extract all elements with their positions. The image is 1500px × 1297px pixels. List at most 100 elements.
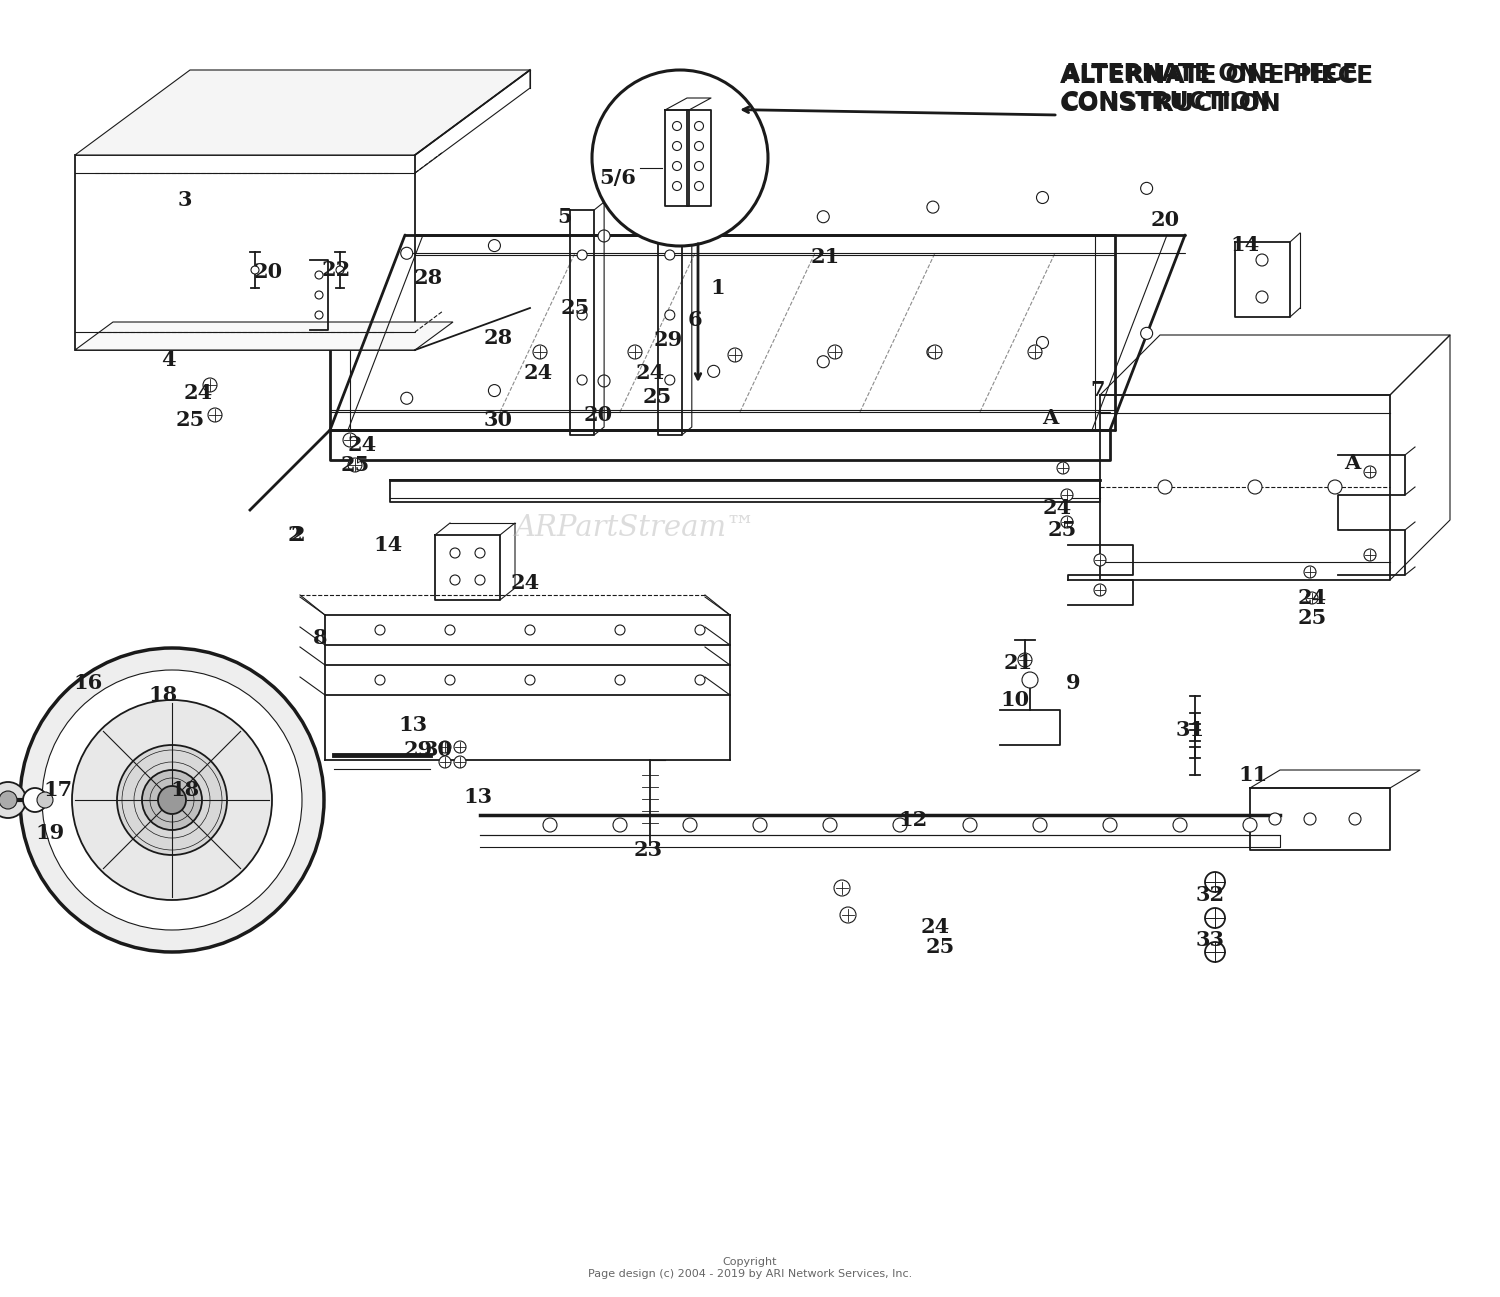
Circle shape <box>454 756 466 768</box>
Text: 23: 23 <box>633 840 663 860</box>
Circle shape <box>615 674 626 685</box>
Text: 20: 20 <box>1150 210 1179 230</box>
Polygon shape <box>75 70 530 156</box>
Circle shape <box>818 210 830 223</box>
Circle shape <box>446 674 454 685</box>
Circle shape <box>824 818 837 831</box>
Circle shape <box>476 575 484 585</box>
Circle shape <box>682 818 698 831</box>
Text: 21: 21 <box>810 246 840 267</box>
Circle shape <box>209 409 222 422</box>
Circle shape <box>450 549 460 558</box>
Circle shape <box>489 385 501 397</box>
Text: 25: 25 <box>176 410 204 431</box>
Text: 30: 30 <box>483 410 513 431</box>
Circle shape <box>38 792 52 808</box>
Text: 24: 24 <box>510 573 540 593</box>
Circle shape <box>315 311 322 319</box>
Circle shape <box>1036 336 1048 349</box>
Text: 28: 28 <box>414 268 442 288</box>
Circle shape <box>1348 813 1360 825</box>
Circle shape <box>708 366 720 377</box>
Circle shape <box>578 310 586 320</box>
Circle shape <box>1140 327 1152 340</box>
Circle shape <box>672 162 681 170</box>
Text: 12: 12 <box>898 811 927 830</box>
Circle shape <box>532 345 548 359</box>
Circle shape <box>592 70 768 246</box>
Text: ALTERNATE ONE PIECE
CONSTRUCTION: ALTERNATE ONE PIECE CONSTRUCTION <box>1060 64 1372 115</box>
Text: 25: 25 <box>1047 520 1077 540</box>
Circle shape <box>454 741 466 754</box>
Circle shape <box>1060 516 1072 528</box>
Circle shape <box>628 345 642 359</box>
Text: 13: 13 <box>464 787 492 807</box>
Circle shape <box>578 375 586 385</box>
Circle shape <box>489 240 501 252</box>
Circle shape <box>672 182 681 191</box>
Circle shape <box>1094 584 1106 597</box>
Circle shape <box>615 625 626 636</box>
Circle shape <box>598 375 610 387</box>
Circle shape <box>928 345 942 359</box>
Text: 31: 31 <box>1176 720 1204 741</box>
Circle shape <box>1204 942 1225 962</box>
Circle shape <box>315 291 322 300</box>
Text: 18: 18 <box>171 779 200 800</box>
Text: 24: 24 <box>183 383 213 403</box>
Text: 17: 17 <box>44 779 72 800</box>
Circle shape <box>1158 480 1172 494</box>
Circle shape <box>1364 549 1376 562</box>
Circle shape <box>1269 813 1281 825</box>
Text: 20: 20 <box>584 405 612 425</box>
Text: 24: 24 <box>348 434 376 455</box>
Circle shape <box>672 141 681 150</box>
Circle shape <box>664 310 675 320</box>
Text: A: A <box>1042 409 1058 428</box>
Text: 24: 24 <box>636 363 664 383</box>
Circle shape <box>142 770 202 830</box>
Circle shape <box>927 201 939 213</box>
Text: 21: 21 <box>1004 652 1032 673</box>
Circle shape <box>1060 489 1072 501</box>
Circle shape <box>525 625 536 636</box>
Text: 5: 5 <box>558 208 573 227</box>
Text: 24: 24 <box>524 363 552 383</box>
Text: 16: 16 <box>74 673 102 693</box>
Text: 3: 3 <box>177 189 192 210</box>
Text: 24: 24 <box>1042 498 1071 518</box>
Text: 13: 13 <box>399 715 427 735</box>
Circle shape <box>1248 480 1262 494</box>
Circle shape <box>1140 183 1152 195</box>
Text: A: A <box>1344 453 1360 473</box>
Circle shape <box>1204 908 1225 927</box>
Circle shape <box>1306 591 1318 604</box>
Circle shape <box>336 266 344 274</box>
Circle shape <box>251 266 260 274</box>
Circle shape <box>694 625 705 636</box>
Circle shape <box>1304 565 1316 578</box>
Text: 1: 1 <box>711 278 726 298</box>
Text: 14: 14 <box>374 534 402 555</box>
Text: 29: 29 <box>404 741 432 760</box>
Text: 28: 28 <box>483 328 513 348</box>
Circle shape <box>543 818 556 831</box>
Circle shape <box>400 248 412 259</box>
Text: 32: 32 <box>1196 885 1224 905</box>
Circle shape <box>315 271 322 279</box>
Circle shape <box>0 791 16 809</box>
Circle shape <box>694 182 703 191</box>
Circle shape <box>672 122 681 131</box>
Circle shape <box>400 392 412 405</box>
Circle shape <box>440 756 452 768</box>
Text: 29: 29 <box>654 329 682 350</box>
Text: ARPartStream™: ARPartStream™ <box>514 514 756 542</box>
Circle shape <box>1204 872 1225 892</box>
Circle shape <box>1256 254 1268 266</box>
Text: 25: 25 <box>926 936 954 957</box>
Circle shape <box>1364 466 1376 479</box>
Circle shape <box>1094 554 1106 565</box>
Circle shape <box>1034 818 1047 831</box>
Text: 6: 6 <box>687 310 702 329</box>
Circle shape <box>117 744 226 855</box>
